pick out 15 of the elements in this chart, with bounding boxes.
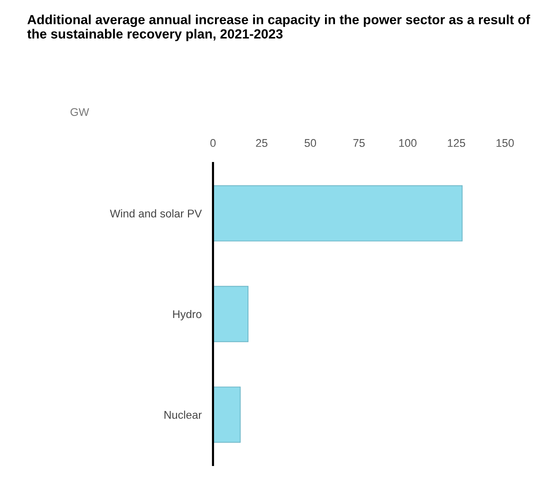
x-tick-label: 125 [448, 139, 466, 147]
y-tick-label: Hydro [173, 310, 202, 320]
x-tick-label: 100 [399, 139, 416, 147]
x-axis-title: GW [70, 108, 90, 116]
x-tick-label: 150 [496, 139, 514, 147]
bar [213, 386, 241, 443]
x-tick-label: 50 [304, 139, 316, 147]
x-tick-label: 25 [256, 139, 268, 147]
y-tick-label: Wind and solar PV [110, 209, 202, 218]
chart-title: Additional average annual increase in capacity in the power sector as a result of the sustainable recovery plan, 2021-2023 [27, 14, 530, 42]
bar [213, 185, 463, 242]
y-tick-label: Nuclear [164, 410, 202, 419]
bar [213, 286, 248, 342]
x-tick-label: 75 [353, 139, 365, 147]
x-tick-label: 0 [210, 139, 216, 147]
